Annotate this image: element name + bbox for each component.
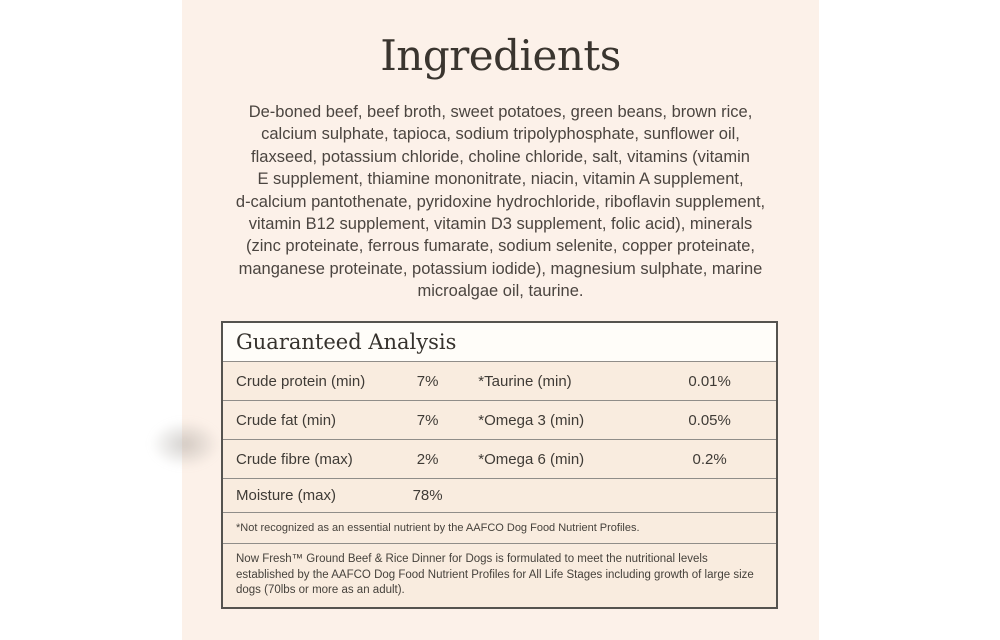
table-row: Crude protein (min) 7% *Taurine (min) 0.… (223, 362, 776, 401)
nutrient-label: *Taurine (min) (478, 372, 572, 390)
nutrient-value: 0.05% (688, 411, 731, 429)
nutrient-label: Crude fibre (max) (236, 450, 353, 468)
nutrient-value: 7% (416, 372, 439, 390)
table-row: Crude fibre (max) 2% *Omega 6 (min) 0.2% (223, 440, 776, 479)
table-row: Moisture (max) 78% (223, 479, 776, 513)
ingredients-line: flaxseed, potassium chloride, choline ch… (251, 147, 750, 166)
ingredients-line: vitamin B12 supplement, vitamin D3 suppl… (248, 215, 753, 234)
ingredients-line: microalgae oil, taurine. (417, 282, 584, 301)
nutrient-label: Crude protein (min) (236, 372, 366, 390)
ingredients-line: calcium sulphate, tapioca, sodium tripol… (261, 125, 740, 144)
ingredients-line: d-calcium pantothenate, pyridoxine hydro… (235, 192, 766, 211)
nutrient-label: *Omega 6 (min) (478, 450, 585, 468)
nutrient-value: 78% (412, 487, 443, 504)
formulation-note: Now Fresh™ Ground Beef & Rice Dinner for… (236, 553, 754, 596)
ingredients-line: De-boned beef, beef broth, sweet potatoe… (248, 103, 753, 121)
ingredients-line: manganese proteinate, potassium iodide),… (238, 259, 763, 278)
photo-smudge (150, 420, 220, 468)
nutrient-value: 2% (416, 450, 439, 468)
page-title: Ingredients (380, 31, 621, 80)
nutrient-value: 0.2% (692, 450, 727, 468)
aafco-footnote: *Not recognized as an essential nutrient… (223, 513, 776, 544)
nutrient-label: *Omega 3 (min) (478, 411, 585, 429)
guaranteed-analysis-heading: Guaranteed Analysis (223, 323, 776, 362)
nutrient-value: 0.01% (688, 372, 731, 390)
ingredients-paragraph: De-boned beef, beef broth, sweet potatoe… (182, 101, 819, 303)
nutrient-value: 7% (416, 411, 439, 429)
table-row: Crude fat (min) 7% *Omega 3 (min) 0.05% (223, 401, 776, 440)
nutrient-label: Moisture (max) (236, 487, 337, 504)
ingredients-line: (zinc proteinate, ferrous fumarate, sodi… (245, 237, 756, 256)
guaranteed-analysis-table: Guaranteed Analysis Crude protein (min) … (221, 321, 778, 609)
ingredients-line: E supplement, thiamine mononitrate, niac… (257, 170, 744, 189)
nutrient-label: Crude fat (min) (236, 411, 337, 429)
